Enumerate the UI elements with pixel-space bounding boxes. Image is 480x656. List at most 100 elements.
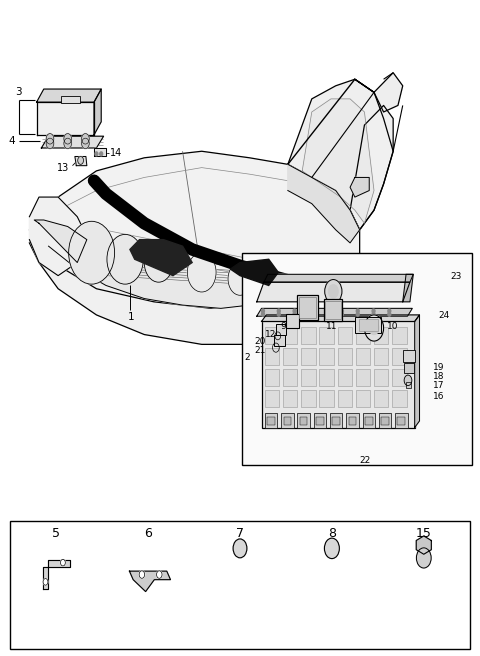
Circle shape [156, 571, 162, 579]
Text: 14: 14 [110, 148, 122, 157]
Circle shape [107, 234, 144, 284]
Polygon shape [130, 239, 192, 276]
Bar [337, 327, 352, 344]
Circle shape [293, 312, 296, 316]
Bar [356, 390, 370, 407]
Circle shape [144, 243, 173, 282]
Bar [301, 348, 316, 365]
Polygon shape [41, 136, 104, 148]
Text: 2: 2 [245, 353, 251, 362]
Polygon shape [302, 99, 374, 223]
Circle shape [356, 312, 359, 316]
Text: 11: 11 [326, 322, 337, 331]
Circle shape [69, 221, 115, 284]
Bar [320, 369, 334, 386]
Circle shape [277, 312, 280, 316]
Polygon shape [264, 285, 322, 321]
Text: 7: 7 [236, 527, 244, 540]
Text: 23: 23 [451, 272, 462, 281]
Circle shape [293, 309, 296, 313]
Bar [365, 417, 372, 425]
Polygon shape [36, 102, 94, 135]
Bar [283, 390, 298, 407]
Text: 10: 10 [387, 321, 399, 331]
Bar [287, 314, 299, 328]
Bar [242, 253, 472, 466]
Circle shape [228, 262, 252, 295]
Circle shape [46, 138, 54, 149]
Polygon shape [350, 177, 369, 197]
Circle shape [340, 309, 343, 313]
Bar [314, 413, 326, 428]
Circle shape [82, 138, 89, 149]
Polygon shape [257, 282, 410, 302]
Circle shape [388, 309, 391, 313]
Circle shape [43, 579, 48, 585]
Circle shape [187, 253, 216, 292]
Bar [298, 413, 310, 428]
Bar [356, 369, 370, 386]
Bar [362, 413, 375, 428]
Polygon shape [34, 220, 87, 262]
Text: 3: 3 [15, 87, 22, 97]
Text: 18: 18 [433, 372, 445, 381]
Bar [392, 390, 407, 407]
Bar [267, 417, 275, 425]
Bar [283, 327, 298, 344]
Circle shape [324, 538, 339, 558]
Bar [283, 369, 298, 386]
Bar [60, 96, 80, 103]
Polygon shape [257, 308, 412, 316]
Circle shape [324, 279, 342, 303]
Polygon shape [94, 89, 101, 135]
Bar [379, 413, 391, 428]
Bar [337, 369, 352, 386]
Bar [374, 369, 388, 386]
Circle shape [139, 571, 144, 579]
Bar [374, 327, 388, 344]
Polygon shape [264, 274, 413, 282]
Polygon shape [262, 315, 420, 321]
Bar [381, 417, 389, 425]
Bar [392, 327, 407, 344]
Polygon shape [415, 315, 420, 428]
Bar [301, 369, 316, 386]
Bar [10, 521, 470, 649]
Bar [392, 348, 407, 365]
Circle shape [324, 312, 327, 316]
Circle shape [328, 285, 338, 298]
Text: 21: 21 [254, 346, 266, 356]
Bar [320, 327, 334, 344]
Text: 22: 22 [360, 456, 371, 464]
Bar [374, 390, 388, 407]
Polygon shape [43, 560, 70, 589]
Polygon shape [230, 259, 278, 285]
Polygon shape [29, 197, 87, 276]
Polygon shape [29, 152, 360, 308]
Circle shape [369, 321, 379, 335]
Text: 9: 9 [281, 322, 287, 331]
Polygon shape [94, 148, 106, 157]
Circle shape [340, 312, 343, 316]
Bar [392, 369, 407, 386]
Bar [330, 413, 342, 428]
Bar [356, 348, 370, 365]
Circle shape [233, 539, 247, 558]
Polygon shape [75, 157, 87, 166]
Text: 8: 8 [328, 527, 336, 540]
Polygon shape [130, 571, 170, 592]
Bar [406, 382, 411, 388]
Circle shape [388, 312, 391, 316]
Polygon shape [48, 246, 288, 308]
Circle shape [404, 375, 412, 386]
Bar [283, 348, 298, 365]
Circle shape [356, 309, 359, 313]
Text: 4: 4 [9, 136, 15, 146]
Circle shape [95, 152, 98, 156]
Bar [299, 297, 316, 318]
Text: 17: 17 [433, 381, 445, 390]
Text: 1: 1 [128, 312, 134, 322]
Bar [356, 327, 370, 344]
Text: 5: 5 [52, 527, 60, 540]
Bar [265, 369, 279, 386]
